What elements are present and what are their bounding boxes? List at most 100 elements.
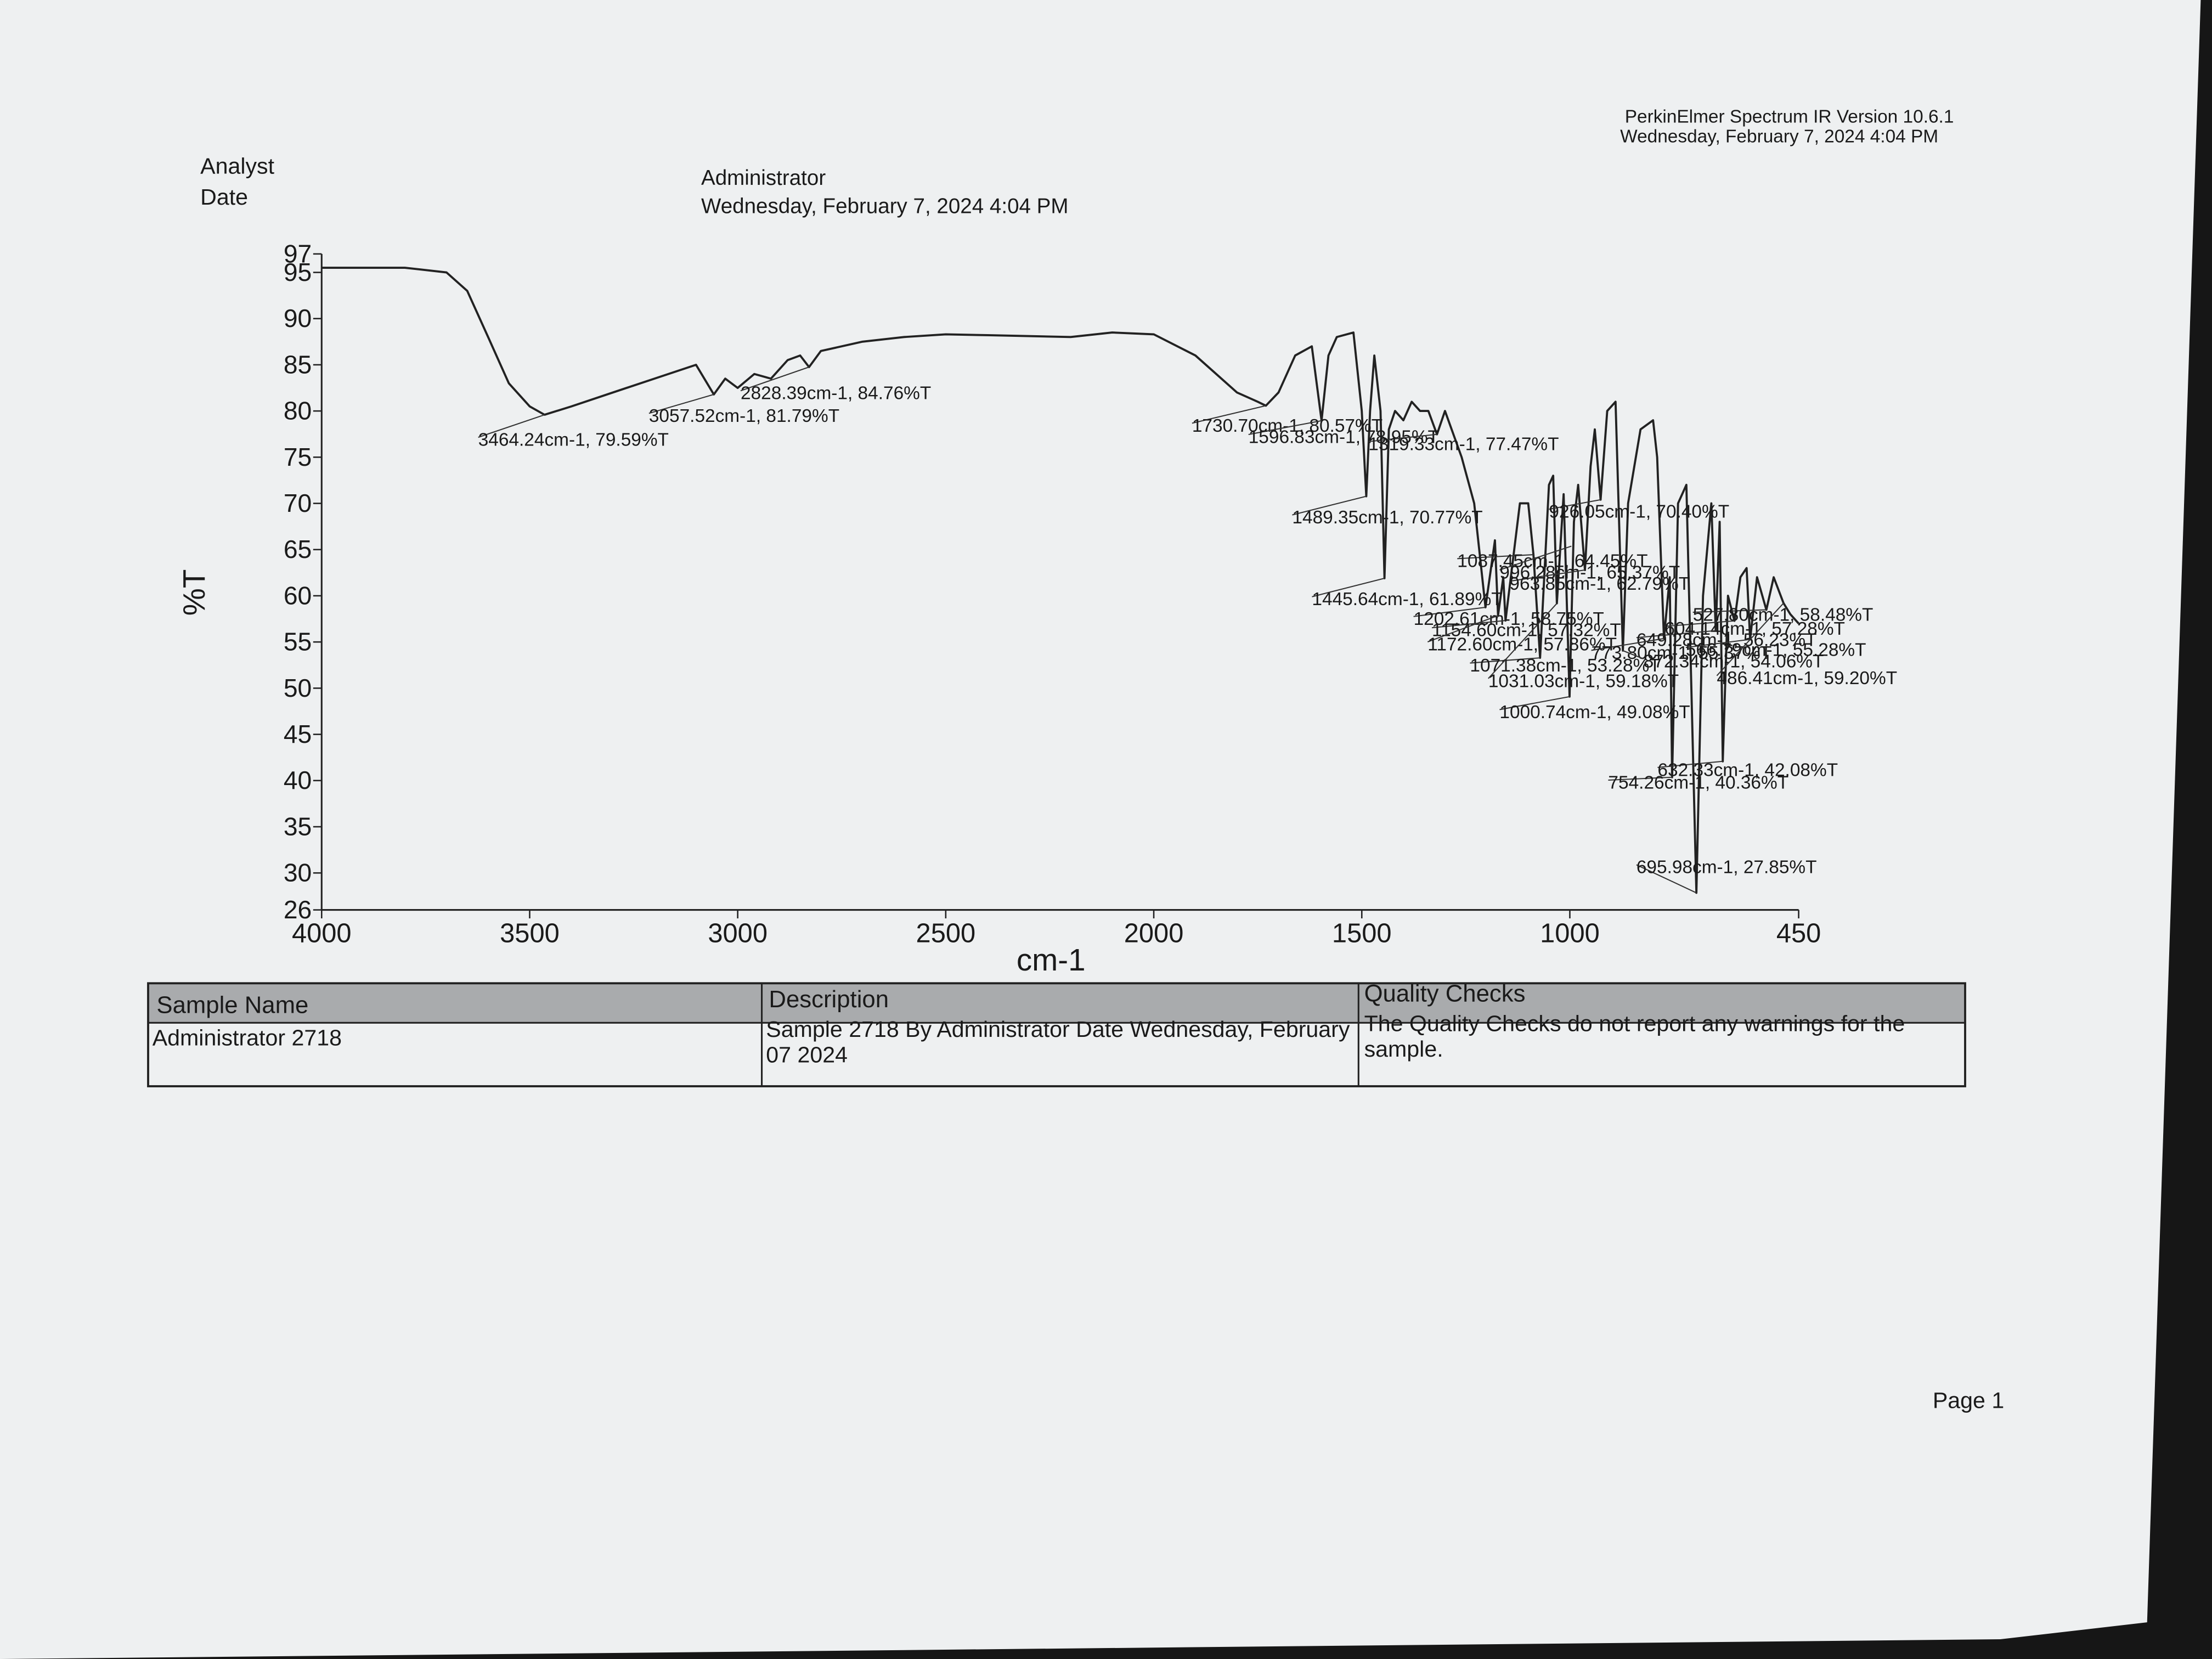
- peak-leader: [1427, 615, 1498, 642]
- peak-label: 2828.39cm-1, 84.76%T: [741, 383, 931, 404]
- y-tick-label: 70: [284, 489, 312, 517]
- table-cell-wrap: The Quality Checks do not report any war…: [1364, 1013, 1905, 1063]
- y-tick-label: 35: [284, 812, 312, 840]
- peak-label: 773.80cm-1, 55.37%T: [1592, 643, 1772, 663]
- peak-leader: [1431, 620, 1506, 629]
- peak-leader: [1192, 405, 1266, 424]
- peak-leader: [1413, 607, 1486, 617]
- peak-label: 1172.60cm-1, 57.86%T: [1427, 634, 1617, 654]
- peak-label: 996.28cm-1, 65.37%T: [1499, 562, 1680, 583]
- table-header: Quality Checks: [1364, 980, 1526, 1007]
- peak-label: 963.85cm-1, 62.79%T: [1509, 574, 1690, 594]
- table-cell-wrap: Administrator 2718: [152, 1027, 342, 1051]
- peak-label: 754.26cm-1, 40.36%T: [1608, 772, 1788, 793]
- y-tick-label: 85: [284, 350, 312, 379]
- peak-label: 1319.33cm-1, 77.47%T: [1368, 434, 1559, 454]
- table: Sample Name Description Quality Checks A…: [147, 980, 1966, 1087]
- y-tick-label: 97: [284, 239, 312, 268]
- peak-label: 872.34cm-1, 54.06%T: [1644, 651, 1824, 672]
- peak-leader: [1664, 620, 1735, 627]
- y-tick-label: 65: [284, 535, 312, 563]
- analyst-label: Analyst: [200, 153, 274, 178]
- y-tick-label: 45: [284, 720, 312, 748]
- y-tick-label: 26: [284, 895, 312, 924]
- table-header-bg: [148, 983, 1965, 1023]
- table-cell: Administrator 2718: [152, 1027, 342, 1051]
- x-tick-label: 1000: [1540, 919, 1600, 949]
- peak-leader: [478, 414, 545, 438]
- x-tick-label: 3000: [708, 919, 768, 949]
- table-header: Description: [769, 986, 889, 1013]
- peak-label: 1730.70cm-1, 80.57%T: [1192, 416, 1383, 436]
- peak-leader: [1488, 603, 1558, 679]
- table-cell-wrap: Sample 2718 By Administrator Date Wednes…: [766, 1018, 1350, 1068]
- x-tick-label: 450: [1776, 919, 1821, 949]
- peak-label: 566.79cm-1, 55.28%T: [1686, 640, 1866, 661]
- peak-label: 926.05cm-1, 70.40%T: [1549, 502, 1729, 522]
- table-border: [147, 982, 1966, 1087]
- peak-label: 1489.35cm-1, 70.77%T: [1292, 507, 1482, 528]
- peak-leader: [1636, 864, 1697, 894]
- peak-leader: [1292, 495, 1367, 516]
- page-number: Page 1: [1933, 1387, 2004, 1413]
- peak-label: 486.41cm-1, 59.20%T: [1717, 668, 1897, 689]
- peak-leader: [1591, 637, 1664, 651]
- date: Wednesday, February 7, 2024 4:04 PM: [701, 194, 1069, 218]
- peak-label: 1071.38cm-1, 53.28%T: [1470, 656, 1660, 676]
- software: PerkinElmer Spectrum IR Version 10.6.1: [1625, 107, 1954, 127]
- peak-leader: [1457, 554, 1534, 560]
- peak-leader: [1608, 776, 1672, 781]
- table-cell: The Quality Checks do not report any war…: [1364, 1013, 1905, 1063]
- y-tick-label: 50: [284, 674, 312, 702]
- x-tick-label: 3500: [500, 919, 560, 949]
- peak-leader: [1549, 499, 1601, 510]
- peak-leader: [1716, 602, 1784, 676]
- peak-leader: [1657, 760, 1723, 768]
- y-tick-label: 30: [284, 859, 312, 887]
- x-axis-label: cm-1: [1017, 943, 1086, 977]
- peak-label: 695.98cm-1, 27.85%T: [1637, 857, 1817, 878]
- peak-leader: [1248, 420, 1322, 436]
- y-tick-label: 60: [284, 581, 312, 610]
- peak-label: 1087.45cm-1, 64.45%T: [1457, 551, 1647, 572]
- peak-leader: [1685, 639, 1751, 648]
- date-label: Date: [200, 184, 248, 210]
- peak-leader: [1368, 433, 1437, 442]
- peak-label: 649.28cm-1, 56.23%T: [1637, 630, 1817, 651]
- y-tick-label: 75: [284, 443, 312, 471]
- peak-leader: [648, 394, 714, 414]
- x-tick-label: 2500: [916, 919, 976, 949]
- x-tick-label: 1500: [1332, 919, 1392, 949]
- y-tick-label: 55: [284, 628, 312, 656]
- peak-label: 3057.52cm-1, 81.79%T: [649, 406, 839, 426]
- peak-leader: [740, 366, 810, 392]
- peak-leader: [1622, 650, 1644, 659]
- y-tick-label: 40: [284, 766, 312, 794]
- spectrum-line: [321, 267, 1800, 894]
- peak-leader: [1499, 696, 1570, 710]
- peak-leader: [1312, 578, 1385, 597]
- peak-leader: [1509, 569, 1585, 582]
- peak-label: 604.14cm-1, 57.28%T: [1664, 619, 1845, 639]
- table-header: Sample Name: [156, 991, 308, 1018]
- y-axis-label: %T: [177, 569, 211, 616]
- table-cell: Sample 2718 By Administrator Date Wednes…: [766, 1018, 1350, 1068]
- y-tick-label: 80: [284, 397, 312, 425]
- x-tick-label: 4000: [292, 919, 352, 949]
- printed-date: Wednesday, February 7, 2024 4:04 PM: [1620, 127, 1938, 147]
- peak-label: 1445.64cm-1, 61.89%T: [1312, 589, 1502, 610]
- peak-leader: [1636, 630, 1716, 639]
- peak-leader: [1499, 545, 1572, 571]
- peak-label: 632.33cm-1, 42.08%T: [1657, 760, 1838, 780]
- y-tick-label: 90: [284, 304, 312, 332]
- analyst: Administrator: [701, 166, 826, 190]
- peak-leader: [1692, 609, 1767, 613]
- peak-label: 1000.74cm-1, 49.08%T: [1499, 702, 1690, 723]
- y-tick-label: 95: [284, 258, 312, 286]
- peak-label: 3464.24cm-1, 79.59%T: [478, 430, 669, 450]
- x-tick-label: 2000: [1124, 919, 1184, 949]
- peak-label: 1031.03cm-1, 59.18%T: [1488, 671, 1679, 691]
